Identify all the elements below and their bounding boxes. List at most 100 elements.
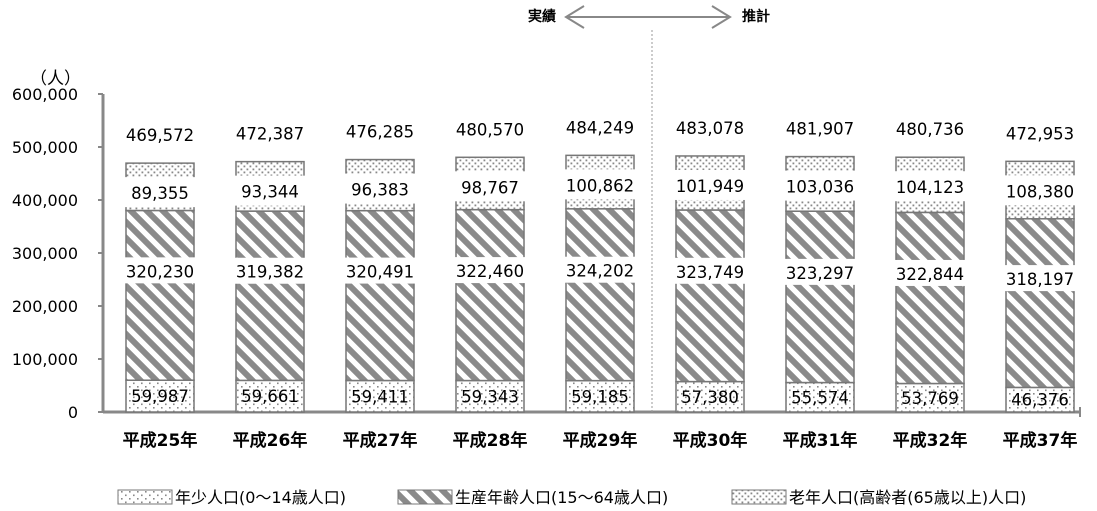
data-label-young: 59,987 [131, 387, 189, 406]
data-label-bg [110, 257, 210, 284]
phase-arrow-icon [564, 5, 732, 29]
x-category-label: 平成31年 [783, 430, 858, 451]
data-label-total: 480,736 [896, 120, 964, 139]
data-label-young: 53,769 [901, 389, 959, 408]
x-category-label: 平成30年 [673, 430, 748, 451]
data-label-elderly: 101,949 [676, 177, 744, 196]
data-label-total: 472,387 [236, 125, 304, 144]
y-unit-label: （人） [30, 69, 81, 89]
legend-label-young: 年少人口(0～14歳人口) [175, 488, 346, 507]
bar-working [895, 211, 965, 385]
data-label-total: 469,572 [126, 126, 194, 145]
data-label-bg [550, 256, 650, 283]
data-label-total: 484,249 [566, 118, 634, 137]
y-tick-label: 600,000 [12, 85, 78, 104]
data-label-total: 480,570 [456, 120, 524, 139]
data-label-elderly: 100,862 [566, 176, 634, 195]
data-label-elderly: 89,355 [131, 184, 189, 203]
bar-working [345, 209, 415, 382]
data-label-young: 57,380 [681, 388, 739, 407]
data-label-elderly: 93,344 [241, 183, 299, 202]
data-label-bg [330, 173, 430, 204]
data-label-elderly: 96,383 [351, 181, 409, 200]
data-label-young: 59,661 [241, 387, 299, 406]
x-category-label: 平成26年 [233, 430, 308, 451]
bar-young [1005, 386, 1075, 413]
bar-working [455, 208, 525, 382]
bar-young [785, 381, 855, 413]
legend-label-elderly: 老年人口(高齢者(65歳以上)人口) [789, 488, 1026, 507]
x-category-label: 平成25年 [123, 430, 198, 451]
bar-young [125, 379, 195, 413]
data-label-young: 59,343 [461, 387, 519, 406]
data-label-elderly: 104,123 [896, 178, 964, 197]
bar-working [1005, 218, 1075, 389]
y-tick-label: 200,000 [12, 297, 78, 316]
legend-swatch-elderly [731, 489, 787, 505]
data-label-bg [660, 257, 760, 284]
data-label-bg [880, 171, 980, 202]
legend-swatch-young [117, 489, 173, 505]
legend-item-young: 年少人口(0～14歳人口) [117, 488, 346, 507]
data-label-elderly: 108,380 [1006, 182, 1074, 201]
data-label-bg [770, 258, 870, 285]
data-label-elderly: 103,036 [786, 178, 854, 197]
legend: 年少人口(0～14歳人口) 生産年齢人口(15～64歳人口) 老年人口(高齢者(… [117, 488, 1026, 507]
phase-actual-label: 実績 [528, 8, 556, 25]
data-label-total: 476,285 [346, 123, 414, 142]
data-label-young: 46,376 [1011, 391, 1069, 410]
data-label-bg [330, 257, 430, 284]
data-label-bg [880, 259, 980, 286]
data-label-working: 319,382 [236, 263, 304, 282]
data-label-young: 55,574 [791, 388, 849, 407]
legend-swatch-working [397, 489, 453, 505]
data-label-total: 483,078 [676, 119, 744, 138]
x-category-label: 平成27年 [343, 430, 418, 451]
bar-working [125, 209, 195, 381]
data-label-total: 481,907 [786, 120, 854, 139]
data-label-working: 320,491 [346, 263, 414, 282]
data-label-bg [550, 169, 650, 200]
data-label-bg [660, 169, 760, 200]
x-category-label: 平成37年 [1003, 430, 1078, 451]
y-tick-label: 100,000 [12, 350, 78, 369]
x-category-label: 平成29年 [563, 430, 638, 451]
x-category-label: 平成28年 [453, 430, 528, 451]
bar-young [895, 382, 965, 413]
y-tick-label: 500,000 [12, 138, 78, 157]
bar-working [675, 209, 745, 383]
bar-young [675, 380, 745, 413]
data-label-working: 322,460 [456, 262, 524, 281]
bar-young [455, 379, 525, 413]
y-tick-label: 300,000 [12, 244, 78, 263]
bar-working [235, 210, 305, 382]
y-tick-label: 0 [68, 403, 78, 422]
legend-item-working: 生産年齢人口(15～64歳人口) [397, 488, 668, 507]
bar-working [785, 210, 855, 384]
x-category-label: 平成32年 [893, 430, 968, 451]
legend-item-elderly: 老年人口(高齢者(65歳以上)人口) [731, 488, 1026, 507]
data-label-bg [770, 170, 870, 201]
data-label-bg [220, 175, 320, 206]
data-label-bg [440, 171, 540, 202]
data-label-working: 320,230 [126, 262, 194, 281]
data-label-bg [990, 175, 1090, 206]
bar-young [345, 379, 415, 413]
data-label-young: 59,411 [351, 387, 409, 406]
data-label-working: 323,297 [786, 264, 854, 283]
data-label-total: 472,953 [1006, 124, 1074, 143]
data-label-bg [440, 257, 540, 284]
data-label-working: 322,844 [896, 265, 964, 284]
phase-estimate-label: 推計 [742, 8, 770, 25]
data-label-bg [220, 257, 320, 284]
data-label-working: 323,749 [676, 263, 744, 282]
data-label-young: 59,185 [571, 387, 629, 406]
data-label-working: 318,197 [1006, 270, 1074, 289]
data-label-elderly: 98,767 [461, 178, 519, 197]
data-label-bg [990, 265, 1090, 292]
bar-young [565, 379, 635, 413]
bar-working [565, 208, 635, 382]
y-tick-label: 400,000 [12, 191, 78, 210]
data-label-working: 324,202 [566, 262, 634, 281]
